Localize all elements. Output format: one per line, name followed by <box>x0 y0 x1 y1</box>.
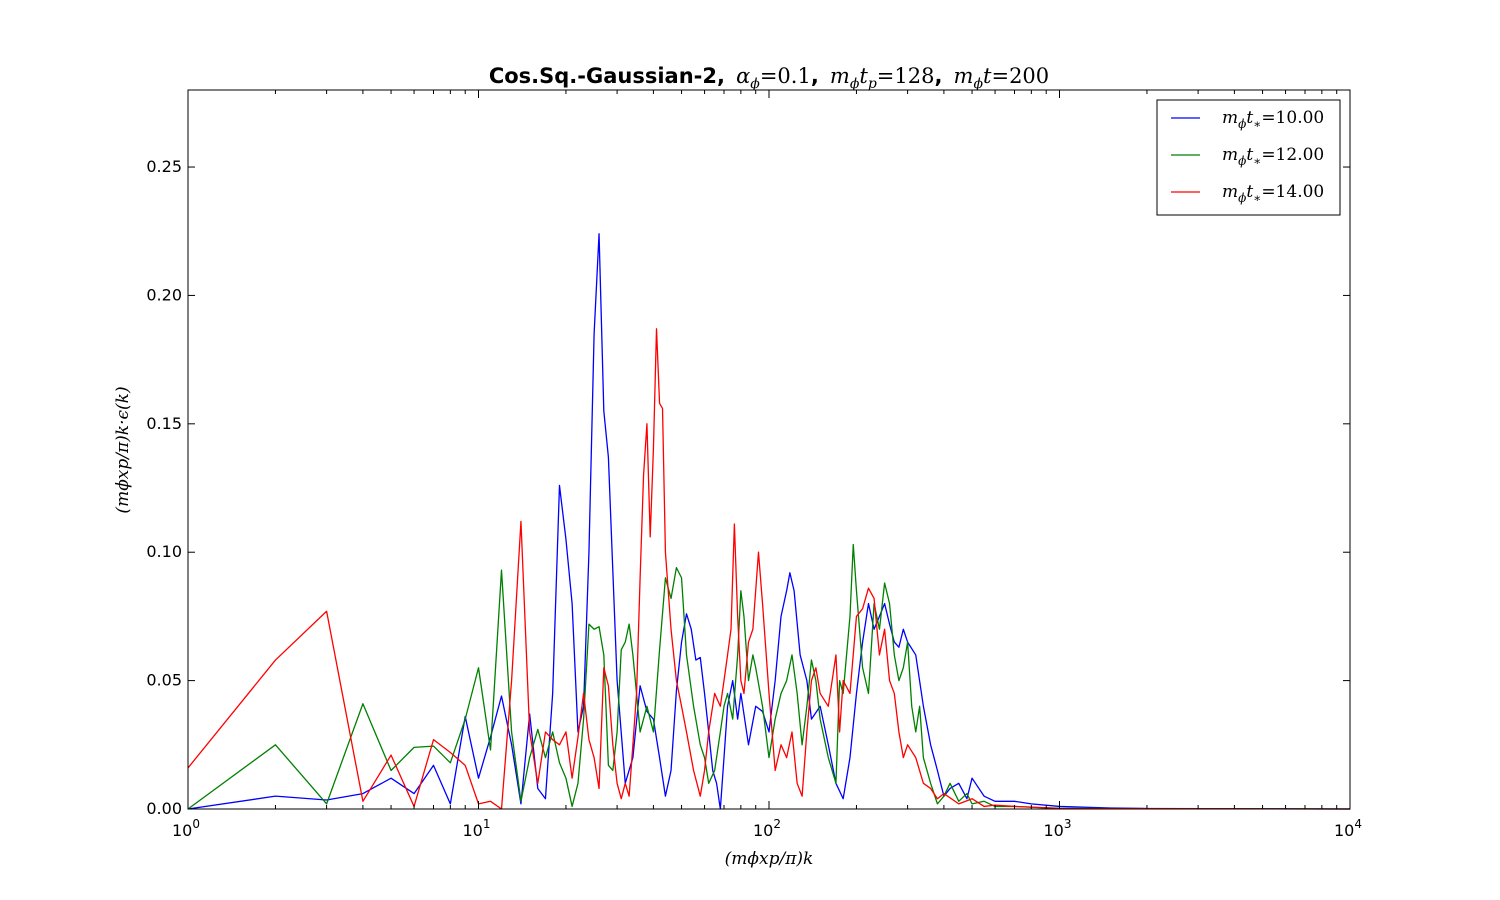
legend-label-1: mϕt∗=10.00 <box>1222 108 1324 131</box>
series-line-3 <box>187 328 1351 810</box>
legend-box <box>1156 99 1341 216</box>
x-tick-label: 104 <box>1334 817 1362 840</box>
x-tick-label: 101 <box>463 817 491 840</box>
title-tp-eq: =128 <box>877 64 935 88</box>
title-m2: m <box>954 64 974 88</box>
title-t: t <box>859 64 868 88</box>
y-tick-label: 0.25 <box>146 157 182 176</box>
x-tick-label: 100 <box>172 817 200 840</box>
y-tick-label: 0.20 <box>146 285 182 304</box>
title-alpha-sub: ϕ <box>750 76 760 92</box>
y-tick-label: 0.00 <box>146 799 182 818</box>
title-t-sub: p <box>868 76 877 92</box>
series-line-2 <box>187 543 1351 810</box>
title-prefix: Cos.Sq.-Gaussian-2, <box>489 64 725 88</box>
tick-layer: 0.00 0.05 0.10 0.15 0.20 0.25 100 101 102 103 104 <box>146 90 1362 840</box>
title-m: m <box>830 64 850 88</box>
title-m-sub: ϕ <box>850 76 860 92</box>
title-alpha-eq: =0.1 <box>760 64 811 88</box>
legend: mϕt∗=10.00 mϕt∗=12.00 mϕt∗=14.00 <box>1156 99 1341 216</box>
title-sep-2: , <box>934 64 942 88</box>
y-tick-label: 0.15 <box>146 414 182 433</box>
y-tick-label: 0.10 <box>146 542 182 561</box>
series-line-1 <box>187 233 1351 810</box>
x-axis-label: (mϕxp/π)k <box>725 849 814 869</box>
title-m2-sub: ϕ <box>973 76 983 92</box>
title-t-eq: =200 <box>991 64 1049 88</box>
legend-label-3: mϕt∗=14.00 <box>1222 182 1324 205</box>
title-sep-1: , <box>811 64 819 88</box>
y-axis-label: (mϕxp/π)k·ϵ(k) <box>113 386 133 513</box>
x-tick-label: 103 <box>1044 817 1072 840</box>
title-alpha: α <box>736 64 750 88</box>
y-tick-label: 0.05 <box>146 671 182 690</box>
legend-label-2: mϕt∗=12.00 <box>1222 145 1324 168</box>
chart-title: Cos.Sq.-Gaussian-2, αϕ=0.1, mϕtp=128, mϕ… <box>489 64 1049 92</box>
title-t2: t <box>983 64 992 88</box>
series-layer <box>187 233 1351 810</box>
x-tick-label: 102 <box>753 817 781 840</box>
